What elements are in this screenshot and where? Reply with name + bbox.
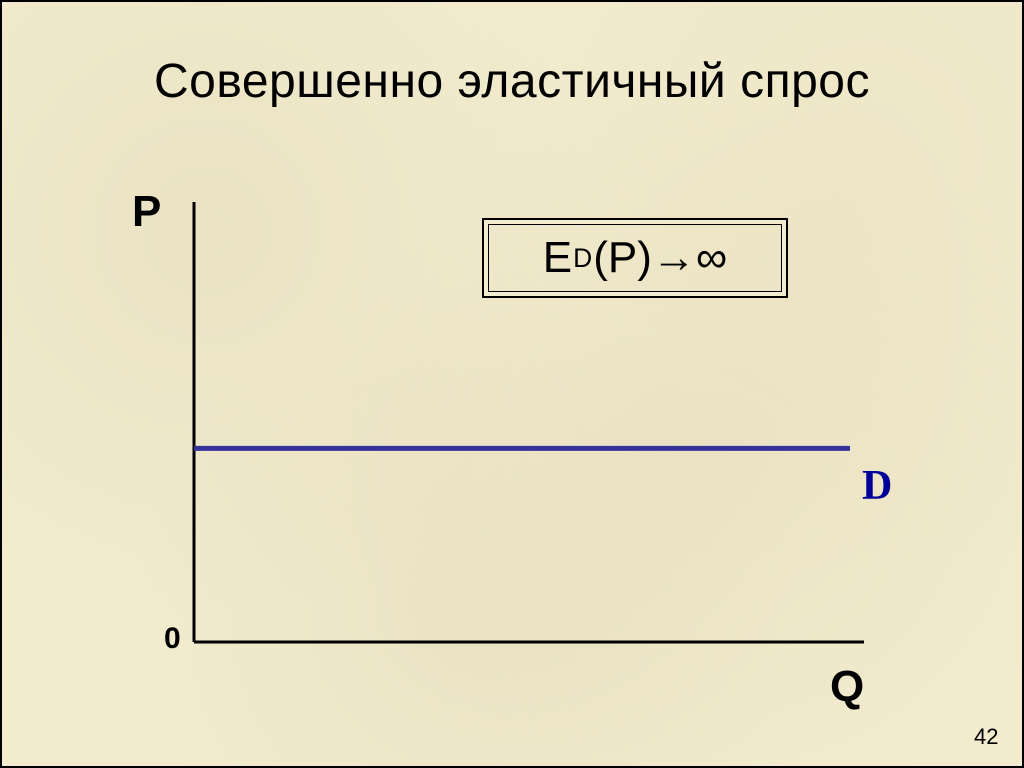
formula-rest: (P)→∞	[593, 233, 727, 283]
demand-chart	[2, 2, 1024, 768]
y-axis-label: P	[132, 187, 161, 237]
elasticity-formula-box: ED(P)→∞	[482, 218, 788, 298]
page-number: 42	[974, 724, 998, 750]
x-axis-label: Q	[830, 662, 864, 712]
demand-series-label: D	[862, 462, 892, 510]
formula-E: E	[543, 233, 572, 283]
slide: Совершенно эластичный спрос P Q 0 D ED(P…	[0, 0, 1024, 768]
origin-label: 0	[164, 622, 181, 656]
formula-subscript: D	[573, 243, 592, 274]
